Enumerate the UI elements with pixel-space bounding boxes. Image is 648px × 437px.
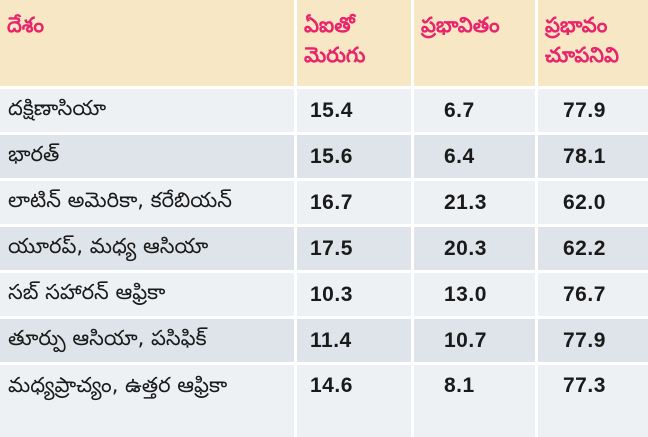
header-affected-label: ప్రభావితం	[421, 13, 500, 37]
cell-unaffected: 77.9	[563, 328, 606, 352]
table-row: యూరప్, మధ్య ఆసియా 17.5 20.3 62.2	[0, 224, 648, 270]
cell-region: భారత్	[0, 135, 297, 178]
table-row: భారత్ 15.6 6.4 78.1	[0, 132, 648, 178]
cell-improved: 11.4	[297, 319, 414, 362]
table-row: మధ్యప్రాచ్యం, ఉత్తర ఆఫ్రికా 14.6 8.1 77.…	[0, 362, 648, 437]
header-unaffected-line1: ప్రభావం	[545, 13, 608, 37]
cell-region: యూరప్, మధ్య ఆసియా	[0, 227, 297, 270]
cell-improved: 16.7	[297, 181, 414, 224]
header-ai-improved-line1: ఏఐతో	[304, 13, 355, 37]
cell-unaffected: 62.0	[563, 190, 606, 214]
cell-affected: 6.7	[414, 89, 538, 132]
header-country: దేశం	[0, 0, 297, 86]
cell-improved: 15.4	[297, 89, 414, 132]
cell-region: దక్షిణాసియా	[0, 89, 297, 132]
header-unaffected: ప్రభావం చూపనివి	[538, 0, 648, 86]
header-ai-improved-line2: మెరుగు	[304, 43, 366, 67]
cell-region: తూర్పు ఆసియా, పసిఫిక్	[0, 319, 297, 362]
cell-improved: 15.6	[297, 135, 414, 178]
header-affected: ప్రభావితం	[414, 0, 538, 86]
table-row: లాటిన్ అమెరికా, కరేబియన్ 16.7 21.3 62.0	[0, 178, 648, 224]
table-row: తూర్పు ఆసియా, పసిఫిక్ 11.4 10.7 77.9	[0, 316, 648, 362]
header-unaffected-line2: చూపనివి	[545, 43, 619, 67]
cell-affected: 20.3	[414, 227, 538, 270]
cell-unaffected: 78.1	[563, 144, 606, 168]
cell-improved: 10.3	[297, 273, 414, 316]
header-ai-improved: ఏఐతో మెరుగు	[297, 0, 414, 86]
table-header-row: దేశం ఏఐతో మెరుగు ప్రభావితం ప్రభావం చూపని…	[0, 0, 648, 86]
cell-affected: 8.1	[414, 365, 538, 437]
cell-region: లాటిన్ అమెరికా, కరేబియన్	[0, 181, 297, 224]
table-row: దక్షిణాసియా 15.4 6.7 77.9	[0, 86, 648, 132]
cell-affected: 13.0	[414, 273, 538, 316]
cell-region: మధ్యప్రాచ్యం, ఉత్తర ఆఫ్రికా	[0, 365, 297, 437]
cell-improved: 17.5	[297, 227, 414, 270]
cell-unaffected: 62.2	[563, 236, 606, 260]
table-row: సబ్ సహారన్ ఆఫ్రికా 10.3 13.0 76.7	[0, 270, 648, 316]
cell-unaffected: 77.9	[563, 98, 606, 122]
header-country-label: దేశం	[7, 13, 45, 37]
cell-unaffected: 76.7	[563, 282, 606, 306]
cell-affected: 10.7	[414, 319, 538, 362]
cell-affected: 21.3	[414, 181, 538, 224]
cell-improved: 14.6	[297, 365, 414, 437]
cell-unaffected: 77.3	[563, 374, 606, 397]
cell-affected: 6.4	[414, 135, 538, 178]
cell-region: సబ్ సహారన్ ఆఫ్రికా	[0, 273, 297, 316]
